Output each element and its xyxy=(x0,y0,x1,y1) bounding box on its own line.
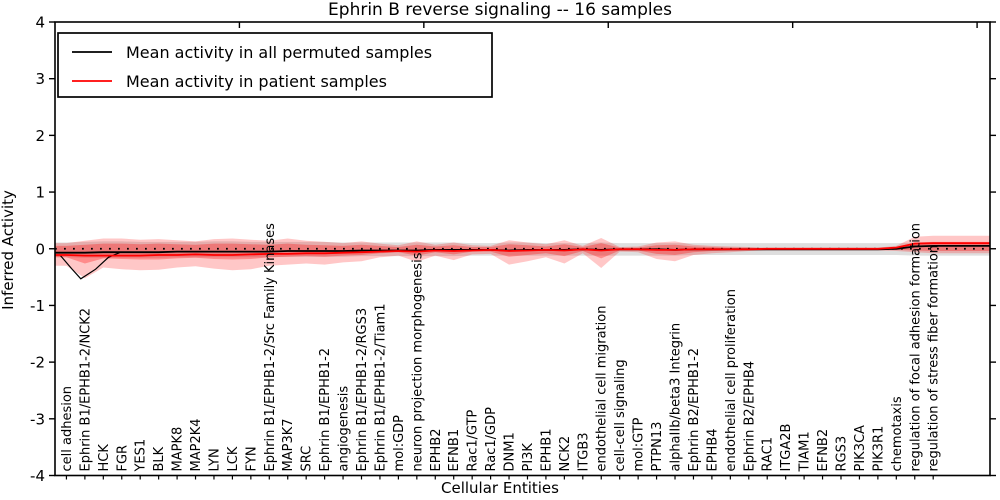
entity-tick-label: endothelial cell proliferation xyxy=(724,289,739,472)
entity-tick-label: alphaIIb/beta3 Integrin xyxy=(669,323,684,472)
entity-tick-label: Ephrin B1/EPHB1-2/RGS3 xyxy=(355,308,370,472)
entity-tick-label: chemotaxis xyxy=(890,396,905,471)
entity-tick-label: PTPN13 xyxy=(650,422,665,472)
legend-box xyxy=(57,32,493,98)
entity-tick-label: RAC1 xyxy=(761,437,776,472)
plot-border xyxy=(54,21,991,477)
y-tick-label: 2 xyxy=(35,127,45,145)
y-tick-label: -2 xyxy=(30,354,45,372)
y-tick-label: 4 xyxy=(35,14,45,32)
y-tick-label: 1 xyxy=(35,184,45,202)
entity-tick-label: mol:GDP xyxy=(392,415,407,472)
chart-title: Ephrin B reverse signaling -- 16 samples xyxy=(328,0,672,20)
y-axis-label: Inferred Activity xyxy=(0,190,17,310)
entity-tick-label: Ephrin B1/EPHB1-2/Src Family Kinases xyxy=(263,223,278,472)
left-dip-line xyxy=(60,252,120,280)
entity-tick-label: PIK3CA xyxy=(853,425,868,472)
entity-tick-label: YES1 xyxy=(134,439,149,473)
entity-tick-label: mol:GTP xyxy=(632,417,647,471)
entity-tick-label: ITGA2B xyxy=(779,424,794,472)
entity-tick-label: Ephrin B1/EPHB1-2 xyxy=(318,348,333,472)
entity-tick-label: Rac1/GTP xyxy=(466,409,481,471)
entity-tick-label: SRC xyxy=(300,446,315,472)
entity-tick-label: EPHB1 xyxy=(539,428,554,471)
entity-tick-label: MAP3K7 xyxy=(281,418,296,471)
legend-label-patient: Mean activity in patient samples xyxy=(126,72,387,91)
entity-tick-label: EPHB4 xyxy=(705,428,720,471)
y-tick-label: -1 xyxy=(30,297,45,315)
entity-tick-label: TIAM1 xyxy=(798,431,813,472)
entity-tick-label: endothelial cell migration xyxy=(595,306,610,472)
entity-tick-label: LYN xyxy=(207,448,222,471)
entity-tick-label: FYN xyxy=(244,446,259,471)
entity-tick-label: Ephrin B2/EPHB1-2 xyxy=(687,348,702,472)
patient-mean-line xyxy=(55,242,990,257)
entity-tick-label: PIK3R1 xyxy=(871,426,886,472)
entity-tick-label: neuron projection morphogenesis xyxy=(410,252,425,471)
entity-tick-label: Ephrin B2/EPHB4 xyxy=(742,361,757,472)
patient-sample-range-inner-band xyxy=(55,241,990,264)
entity-tick-label: NCK2 xyxy=(558,436,573,472)
entity-tick-label: BLK xyxy=(152,446,167,471)
entity-tick-label: FGR xyxy=(115,445,130,472)
entity-tick-label: HCK xyxy=(97,444,112,472)
entity-tick-label: EFNB1 xyxy=(447,429,462,472)
x-axis-label: Cellular Entities xyxy=(441,479,559,497)
entity-tick-label: MAP2K4 xyxy=(189,418,204,471)
y-tick-label: 0 xyxy=(35,240,45,258)
entity-tick-label: RGS3 xyxy=(834,436,849,472)
legend-label-permuted: Mean activity in all permuted samples xyxy=(126,43,432,62)
entity-tick-label: EPHB2 xyxy=(429,428,444,471)
entity-tick-label: cell-cell signaling xyxy=(613,359,628,471)
entity-tick-label: Ephrin B1/EPHB1-2/NCK2 xyxy=(78,308,93,472)
entity-tick-label: cell adhesion xyxy=(60,386,75,472)
y-tick-label: 3 xyxy=(35,70,45,88)
entity-tick-label: Rac1/GDP xyxy=(484,407,499,472)
entity-tick-label: EFNB2 xyxy=(816,429,831,472)
y-tick-label: -3 xyxy=(30,410,45,428)
entity-tick-label: Ephrin B1/EPHB1-2/Tiam1 xyxy=(373,303,388,471)
entity-tick-label: PI3K xyxy=(521,443,536,472)
patient-sample-range-outer-band xyxy=(55,235,990,279)
y-tick-label: -4 xyxy=(30,467,45,485)
entity-tick-label: MAPK8 xyxy=(171,427,186,472)
entity-tick-label: regulation of focal adhesion formation xyxy=(908,223,923,472)
entity-tick-label: LCK xyxy=(226,446,241,471)
legend: Mean activity in all permuted samples Me… xyxy=(57,32,493,98)
entity-tick-label: angiogenesis xyxy=(337,386,352,472)
entity-tick-label: regulation of stress fiber formation xyxy=(927,245,942,472)
entity-tick-label: DNM1 xyxy=(503,432,518,471)
entity-tick-label: ITGB3 xyxy=(576,432,591,471)
